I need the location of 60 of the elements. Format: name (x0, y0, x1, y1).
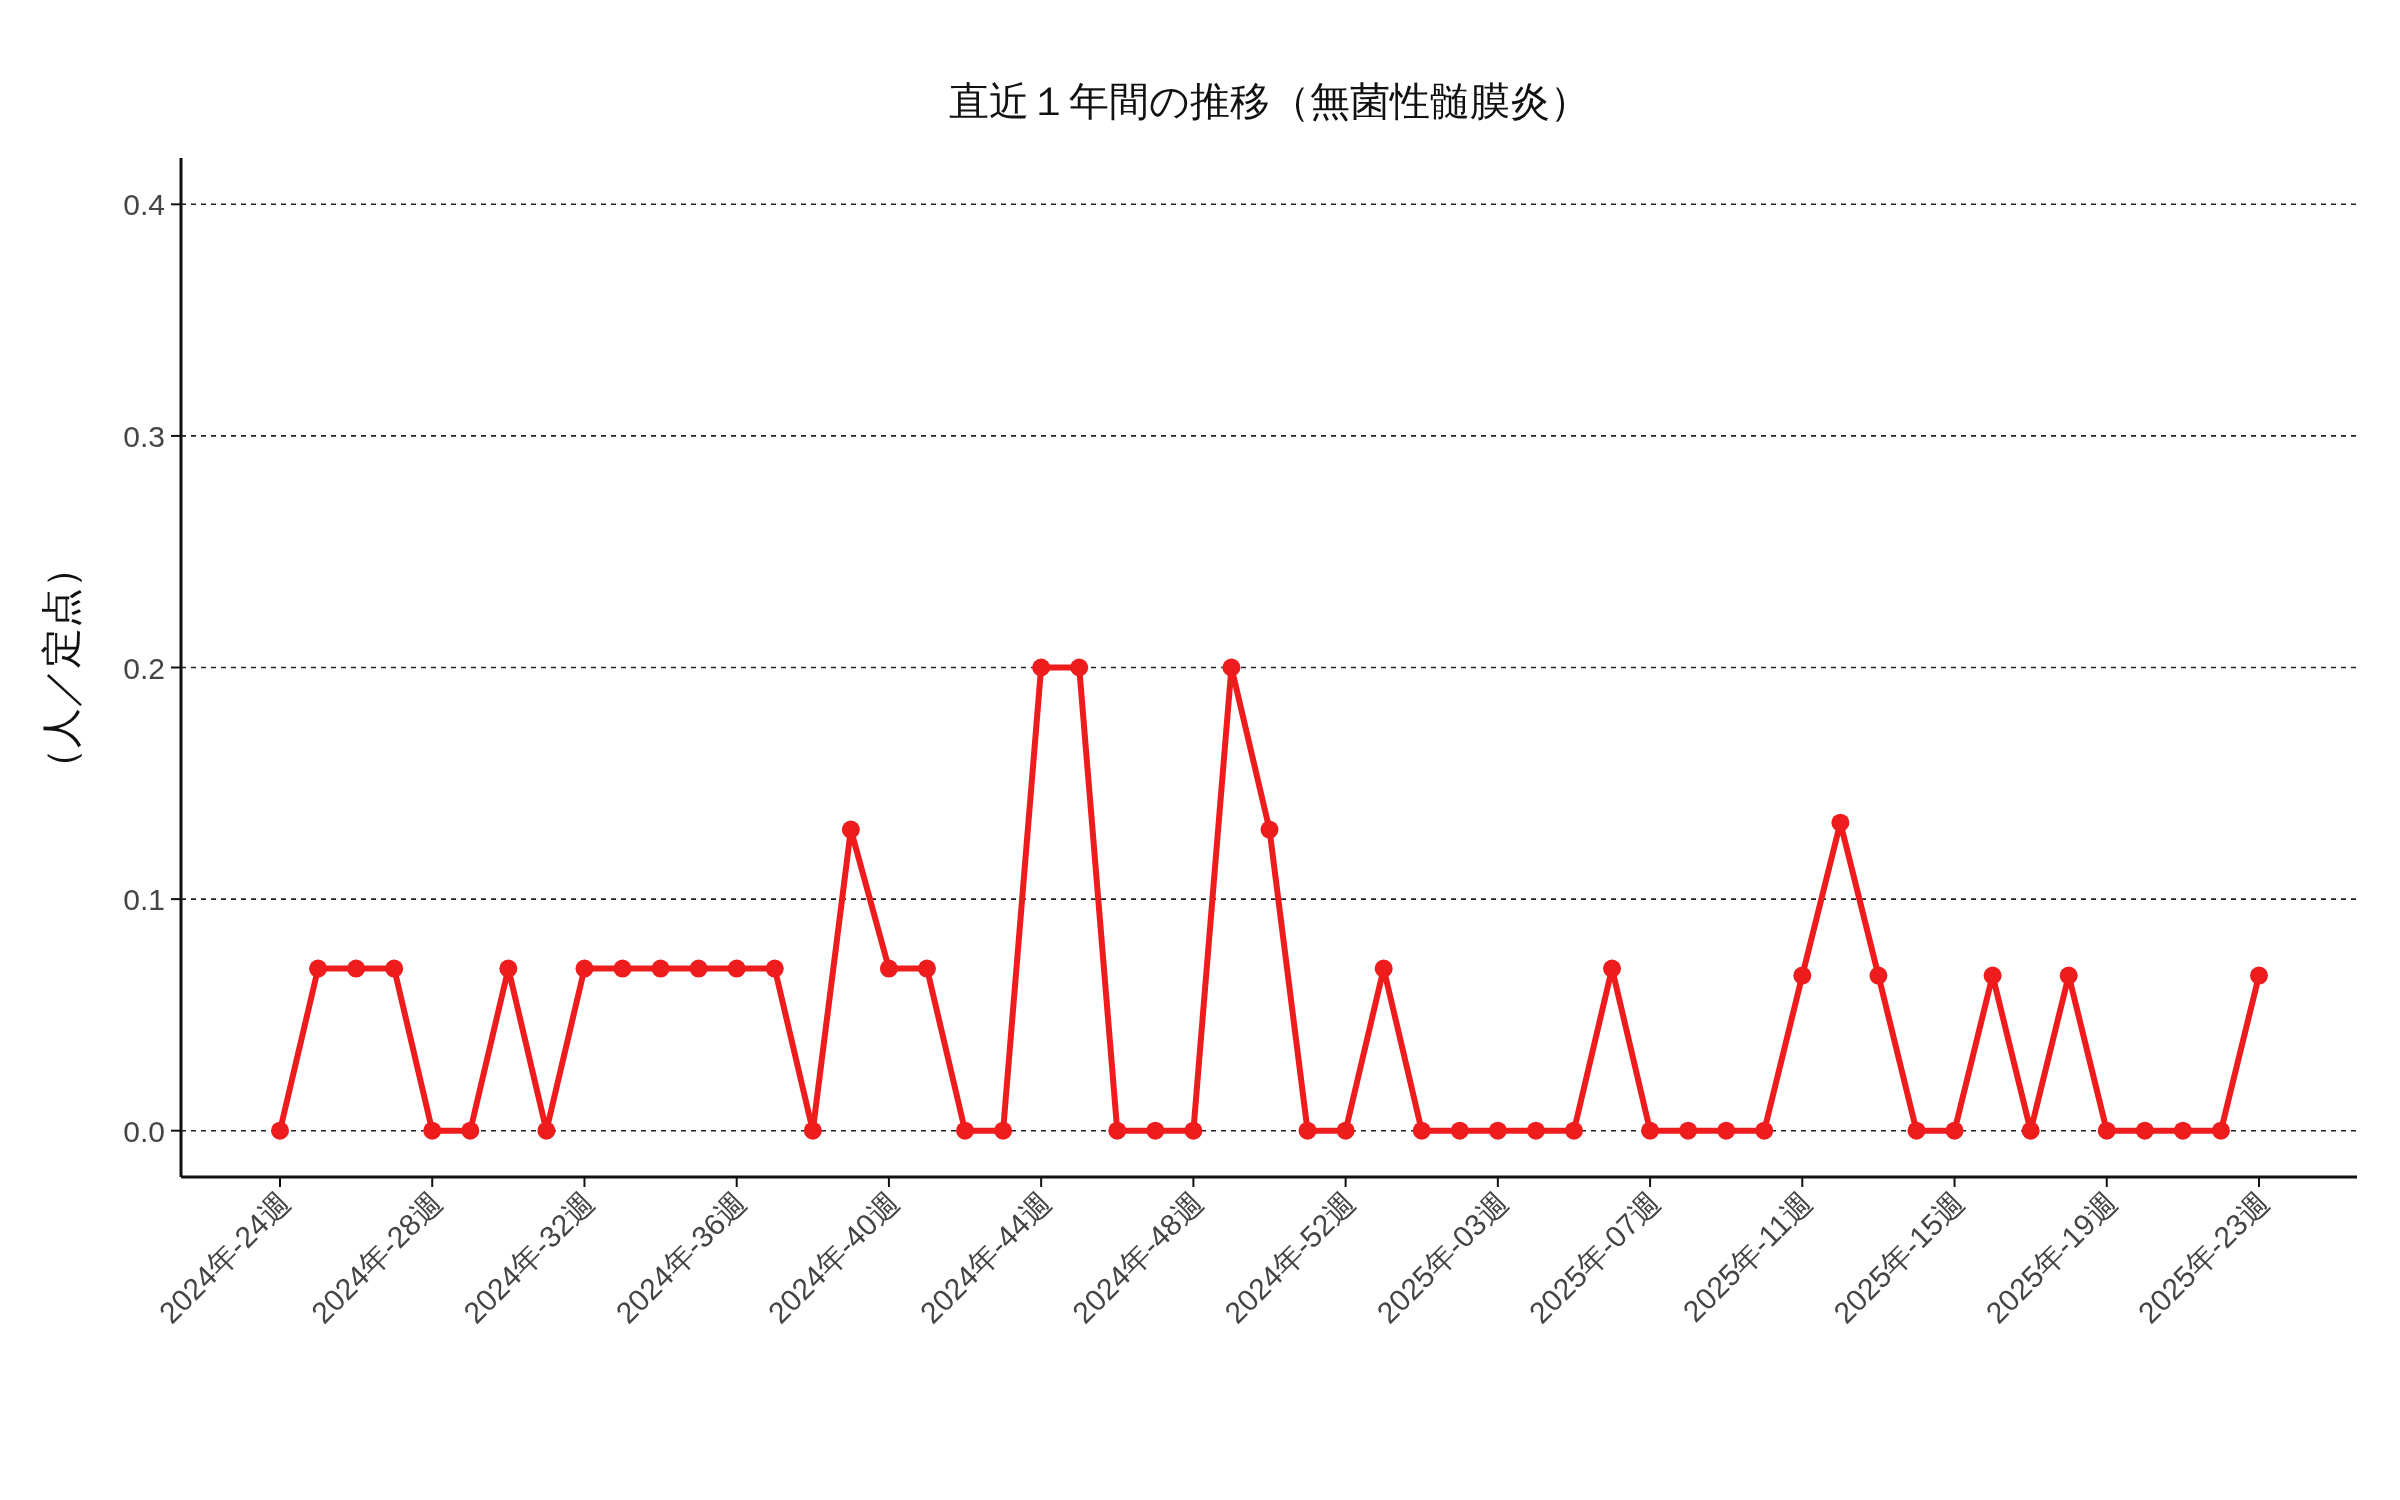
point (2250, 966, 2268, 985)
point (1603, 959, 1622, 978)
point (613, 959, 632, 978)
point (956, 1121, 975, 1140)
point (651, 959, 670, 978)
y-axis-title: （人／定点） (39, 547, 83, 788)
point (2211, 1121, 2230, 1140)
point (461, 1121, 480, 1140)
point (1146, 1121, 1165, 1140)
point (1260, 820, 1279, 839)
point (1679, 1121, 1698, 1140)
point (271, 1121, 289, 1140)
point (1032, 658, 1051, 677)
point (1945, 1121, 1964, 1140)
chart-title: 直近１年間の推移（無菌性髄膜炎） (948, 79, 1590, 123)
point (1298, 1121, 1317, 1140)
point (1755, 1121, 1774, 1140)
point (1641, 1121, 1660, 1140)
y-tick-label: 0.4 (123, 188, 165, 222)
point (1070, 658, 1089, 677)
y-tick-label: 0.0 (123, 1114, 165, 1148)
point (765, 959, 784, 978)
point (1222, 658, 1241, 677)
point (1108, 1121, 1127, 1140)
point (537, 1121, 556, 1140)
point (689, 959, 708, 978)
point (309, 959, 328, 978)
point (2135, 1121, 2154, 1140)
point (2173, 1121, 2192, 1140)
point (385, 959, 404, 978)
point (2059, 966, 2078, 985)
point (1717, 1121, 1736, 1140)
point (1412, 1121, 1431, 1140)
point (423, 1121, 442, 1140)
point (575, 959, 594, 978)
y-tick-label: 0.2 (123, 651, 165, 685)
point (841, 820, 860, 839)
point (1983, 966, 2002, 985)
point (1526, 1121, 1545, 1140)
point (347, 959, 366, 978)
y-tick-label: 0.1 (123, 883, 165, 917)
point (727, 959, 746, 978)
point (1184, 1121, 1203, 1140)
point (1793, 966, 1812, 985)
point (994, 1121, 1013, 1140)
point (2097, 1121, 2116, 1140)
point (1907, 1121, 1926, 1140)
point (1374, 959, 1393, 978)
point (1831, 813, 1850, 832)
point (1336, 1121, 1355, 1140)
point (803, 1121, 822, 1140)
point (879, 959, 898, 978)
point (1869, 966, 1888, 985)
point (917, 959, 936, 978)
point (1564, 1121, 1583, 1140)
point (2021, 1121, 2040, 1140)
point (499, 959, 518, 978)
y-tick-label: 0.3 (123, 419, 165, 453)
point (1450, 1121, 1469, 1140)
point (1488, 1121, 1507, 1140)
